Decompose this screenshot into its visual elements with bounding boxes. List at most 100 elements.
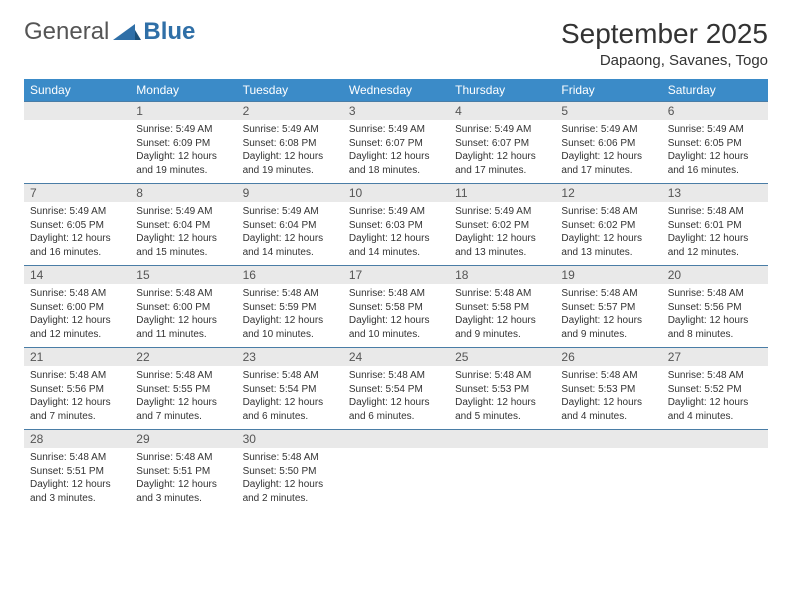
sunset-line: Sunset: 5:59 PM <box>243 301 337 315</box>
daylight-line: Daylight: 12 hours and 2 minutes. <box>243 478 337 505</box>
sunrise-line: Sunrise: 5:48 AM <box>243 287 337 301</box>
daylight-line: Daylight: 12 hours and 14 minutes. <box>349 232 443 259</box>
sunrise-line: Sunrise: 5:49 AM <box>455 123 549 137</box>
sunrise-line: Sunrise: 5:49 AM <box>136 123 230 137</box>
weekday-header: Saturday <box>662 79 768 102</box>
daylight-line: Daylight: 12 hours and 13 minutes. <box>455 232 549 259</box>
sunrise-line: Sunrise: 5:48 AM <box>30 287 124 301</box>
daylight-line: Daylight: 12 hours and 9 minutes. <box>455 314 549 341</box>
daylight-line: Daylight: 12 hours and 17 minutes. <box>455 150 549 177</box>
sunrise-line: Sunrise: 5:48 AM <box>30 369 124 383</box>
day-info-row: Sunrise: 5:48 AMSunset: 5:56 PMDaylight:… <box>24 366 768 430</box>
day-info-cell: Sunrise: 5:49 AMSunset: 6:02 PMDaylight:… <box>449 202 555 266</box>
daylight-line: Daylight: 12 hours and 4 minutes. <box>668 396 762 423</box>
day-number-cell: 27 <box>662 348 768 367</box>
title-block: September 2025 Dapaong, Savanes, Togo <box>561 18 768 69</box>
sunrise-line: Sunrise: 5:48 AM <box>30 451 124 465</box>
logo-triangle-icon <box>113 22 141 42</box>
daylight-line: Daylight: 12 hours and 19 minutes. <box>136 150 230 177</box>
weekday-header: Tuesday <box>237 79 343 102</box>
sunset-line: Sunset: 5:55 PM <box>136 383 230 397</box>
daylight-line: Daylight: 12 hours and 8 minutes. <box>668 314 762 341</box>
sunrise-line: Sunrise: 5:48 AM <box>136 451 230 465</box>
sunset-line: Sunset: 5:58 PM <box>349 301 443 315</box>
weekday-header: Thursday <box>449 79 555 102</box>
sunset-line: Sunset: 6:04 PM <box>243 219 337 233</box>
day-number-cell: 21 <box>24 348 130 367</box>
daylight-line: Daylight: 12 hours and 7 minutes. <box>136 396 230 423</box>
daylight-line: Daylight: 12 hours and 10 minutes. <box>243 314 337 341</box>
day-number-cell: 26 <box>555 348 661 367</box>
day-info-cell: Sunrise: 5:48 AMSunset: 5:54 PMDaylight:… <box>343 366 449 430</box>
day-info-cell: Sunrise: 5:48 AMSunset: 5:52 PMDaylight:… <box>662 366 768 430</box>
day-number-row: 78910111213 <box>24 184 768 203</box>
day-info-cell: Sunrise: 5:48 AMSunset: 5:50 PMDaylight:… <box>237 448 343 511</box>
day-info-cell: Sunrise: 5:48 AMSunset: 6:00 PMDaylight:… <box>130 284 236 348</box>
day-number-row: 14151617181920 <box>24 266 768 285</box>
day-number-cell: 30 <box>237 430 343 449</box>
sunset-line: Sunset: 6:08 PM <box>243 137 337 151</box>
day-info-cell <box>449 448 555 511</box>
day-number-cell <box>662 430 768 449</box>
day-number-cell: 3 <box>343 102 449 121</box>
sunset-line: Sunset: 5:52 PM <box>668 383 762 397</box>
day-info-cell: Sunrise: 5:48 AMSunset: 5:51 PMDaylight:… <box>130 448 236 511</box>
sunset-line: Sunset: 5:54 PM <box>243 383 337 397</box>
day-info-cell: Sunrise: 5:48 AMSunset: 6:01 PMDaylight:… <box>662 202 768 266</box>
daylight-line: Daylight: 12 hours and 15 minutes. <box>136 232 230 259</box>
day-info-row: Sunrise: 5:48 AMSunset: 6:00 PMDaylight:… <box>24 284 768 348</box>
day-info-cell: Sunrise: 5:49 AMSunset: 6:04 PMDaylight:… <box>237 202 343 266</box>
sunset-line: Sunset: 5:54 PM <box>349 383 443 397</box>
day-number-cell: 20 <box>662 266 768 285</box>
sunrise-line: Sunrise: 5:48 AM <box>136 287 230 301</box>
day-number-cell: 11 <box>449 184 555 203</box>
logo-text-general: General <box>24 18 109 46</box>
day-number-cell: 2 <box>237 102 343 121</box>
daylight-line: Daylight: 12 hours and 14 minutes. <box>243 232 337 259</box>
logo-text-blue: Blue <box>143 18 195 46</box>
day-info-row: Sunrise: 5:48 AMSunset: 5:51 PMDaylight:… <box>24 448 768 511</box>
day-number-cell: 1 <box>130 102 236 121</box>
day-info-cell: Sunrise: 5:49 AMSunset: 6:07 PMDaylight:… <box>343 120 449 184</box>
daylight-line: Daylight: 12 hours and 11 minutes. <box>136 314 230 341</box>
day-info-cell: Sunrise: 5:48 AMSunset: 5:56 PMDaylight:… <box>662 284 768 348</box>
day-info-cell: Sunrise: 5:48 AMSunset: 5:57 PMDaylight:… <box>555 284 661 348</box>
daylight-line: Daylight: 12 hours and 7 minutes. <box>30 396 124 423</box>
sunset-line: Sunset: 5:51 PM <box>30 465 124 479</box>
day-number-cell: 8 <box>130 184 236 203</box>
daylight-line: Daylight: 12 hours and 3 minutes. <box>136 478 230 505</box>
day-info-cell: Sunrise: 5:49 AMSunset: 6:08 PMDaylight:… <box>237 120 343 184</box>
sunset-line: Sunset: 6:03 PM <box>349 219 443 233</box>
location: Dapaong, Savanes, Togo <box>561 52 768 69</box>
sunrise-line: Sunrise: 5:48 AM <box>243 451 337 465</box>
day-number-cell <box>343 430 449 449</box>
sunrise-line: Sunrise: 5:49 AM <box>243 123 337 137</box>
day-number-cell: 28 <box>24 430 130 449</box>
day-info-cell <box>343 448 449 511</box>
sunset-line: Sunset: 6:05 PM <box>30 219 124 233</box>
daylight-line: Daylight: 12 hours and 16 minutes. <box>668 150 762 177</box>
day-info-cell: Sunrise: 5:48 AMSunset: 6:00 PMDaylight:… <box>24 284 130 348</box>
weekday-header: Wednesday <box>343 79 449 102</box>
daylight-line: Daylight: 12 hours and 16 minutes. <box>30 232 124 259</box>
calendar-table: Sunday Monday Tuesday Wednesday Thursday… <box>24 79 768 511</box>
day-number-cell: 12 <box>555 184 661 203</box>
sunset-line: Sunset: 6:01 PM <box>668 219 762 233</box>
day-info-row: Sunrise: 5:49 AMSunset: 6:05 PMDaylight:… <box>24 202 768 266</box>
day-info-cell: Sunrise: 5:48 AMSunset: 5:59 PMDaylight:… <box>237 284 343 348</box>
day-number-cell: 10 <box>343 184 449 203</box>
daylight-line: Daylight: 12 hours and 3 minutes. <box>30 478 124 505</box>
sunrise-line: Sunrise: 5:48 AM <box>561 287 655 301</box>
sunrise-line: Sunrise: 5:48 AM <box>243 369 337 383</box>
sunset-line: Sunset: 5:58 PM <box>455 301 549 315</box>
day-number-cell: 17 <box>343 266 449 285</box>
sunrise-line: Sunrise: 5:48 AM <box>561 205 655 219</box>
sunrise-line: Sunrise: 5:49 AM <box>30 205 124 219</box>
sunrise-line: Sunrise: 5:48 AM <box>349 287 443 301</box>
day-info-cell: Sunrise: 5:48 AMSunset: 5:51 PMDaylight:… <box>24 448 130 511</box>
day-number-cell: 25 <box>449 348 555 367</box>
sunrise-line: Sunrise: 5:49 AM <box>668 123 762 137</box>
sunset-line: Sunset: 6:07 PM <box>349 137 443 151</box>
weekday-header: Friday <box>555 79 661 102</box>
day-info-cell <box>24 120 130 184</box>
